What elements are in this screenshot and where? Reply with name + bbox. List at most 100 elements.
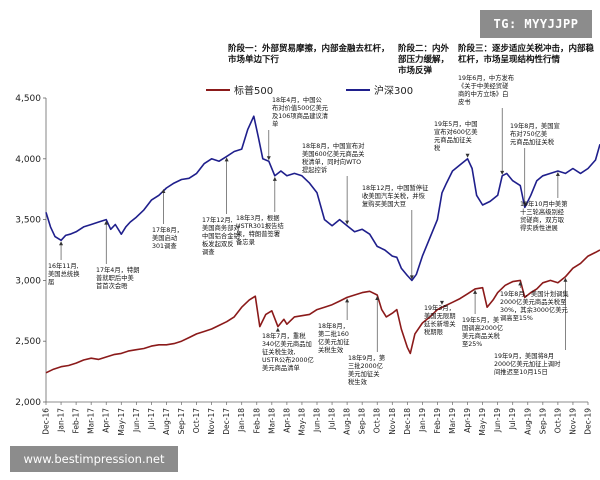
annotation-text: 30%，其余3000亿美元 (500, 305, 569, 314)
x-tick-label: May-18 (297, 408, 306, 436)
annotation-text: 调高至15% (500, 313, 533, 322)
x-tick-label: Dec-19 (584, 408, 593, 435)
y-tick-label: 3,500 (15, 216, 41, 226)
x-tick-label: Apr-17 (102, 408, 111, 433)
annotation-text: 税生效 (348, 377, 368, 386)
annotation-text: 关税生效 (318, 345, 344, 354)
annotation-arrowhead (518, 281, 523, 286)
annotation-text: 19年5月，中国 (434, 119, 478, 128)
x-tick-label: Oct-17 (192, 408, 201, 433)
x-tick-label: Nov-19 (568, 408, 577, 435)
x-tick-label: Aug-18 (343, 408, 352, 435)
annotation-arrowhead (473, 289, 478, 294)
annotation-text: 美国600亿美元商品关 (302, 149, 365, 158)
legend-swatch-sp500 (206, 88, 230, 91)
annotation-arrowhead (266, 156, 271, 161)
annotation-arrowhead (563, 277, 568, 282)
annotation-text: 17年12月, (202, 215, 233, 224)
annotation-text: 美国总统换 (48, 269, 80, 278)
x-tick-label: Feb-17 (72, 408, 81, 434)
annotation-text: 备忘录 (236, 237, 255, 246)
phase-3-label: 阶段三：逐步适应关税冲击，内部稳 杠杆，市场呈现结构性行情 (458, 44, 595, 65)
annotation-text: 美元商品清单 (262, 363, 300, 372)
series-line-sp500 (45, 249, 600, 374)
annotation-text: 果，特朗普签署 (236, 229, 280, 238)
annotation-arrowhead (409, 275, 414, 280)
annotation-text: 《关于中美经贸磋 (458, 81, 509, 90)
annotation-arrowhead (345, 298, 350, 303)
annotation-text: 商的中方立场》白 (458, 89, 508, 98)
annotation-text: 征关税生效, (262, 347, 296, 356)
annotation-text: 18年7月，重税 (262, 331, 306, 340)
phase-2-label: 阶段二：内外 部压力缓解， 市场反弹 (398, 44, 450, 76)
annotation-text: 19年8月，美国宣 (510, 121, 560, 130)
annotation-text: 18年3月，根据 (236, 213, 280, 222)
annotation-text: 皮书 (458, 97, 471, 106)
annotation-text: 18年9月，第 (348, 353, 385, 362)
annotation-text: 19年3月， (424, 303, 455, 312)
y-tick-label: 4,000 (15, 155, 41, 165)
y-tick-label: 2,500 (15, 337, 41, 347)
x-tick-label: Dec-17 (222, 408, 231, 435)
annotation-text: 16年11月, (48, 261, 79, 270)
annotation-text: 调查 (202, 247, 215, 256)
y-tick-label: 4,500 (15, 94, 41, 104)
annotation-text: 收美国汽车关税，并恢 (362, 191, 426, 200)
x-tick-label: Sep-18 (358, 408, 367, 435)
annotation-text: 18年8月，中国宣布对 (302, 141, 365, 150)
annotation-text: 第二批160 (318, 329, 349, 338)
x-tick-label: Oct-18 (373, 408, 382, 433)
annotation-text: 元商品加征关 (434, 135, 472, 144)
legend-series-1: 标普500 (206, 82, 273, 97)
annotation-text: 届 (48, 278, 54, 286)
annotation-text: 税 (434, 143, 441, 152)
annotation-text: 普就职后中美 (96, 273, 134, 282)
annotation-text: 税期限 (424, 327, 444, 336)
y-tick-label: 3,000 (15, 276, 41, 286)
annotation-text: 17年8月， (152, 225, 183, 234)
x-tick-label: Feb-18 (252, 408, 261, 434)
annotation-text: 宣布对600亿美 (434, 127, 478, 136)
annotation-text: 19年10月中美第 (520, 199, 568, 208)
x-tick-label: Aug-19 (523, 408, 532, 435)
annotation-text: 340亿美元商品加 (262, 339, 312, 348)
annotation-text: 中国铝合金铝 (202, 231, 240, 240)
annotation-text: 延长新增关 (424, 319, 456, 328)
x-tick-label: May-17 (117, 408, 126, 436)
annotation-text: 首首次会晤 (96, 281, 128, 290)
annotation-arrowhead (345, 220, 350, 225)
annotation-arrowhead (465, 153, 470, 158)
annotation-text: 2000亿美元商品关税至 (500, 297, 566, 306)
x-tick-label: Mar-18 (267, 408, 276, 434)
x-tick-label: Nov-18 (388, 408, 397, 435)
annotation-text: 19年6月，中方发布 (458, 73, 514, 82)
annotation-text: 美元加征关 (348, 369, 380, 378)
x-tick-label: Nov-17 (207, 408, 216, 435)
annotation-text: USTR301报告结 (236, 221, 284, 230)
annotation-arrowhead (224, 157, 229, 162)
annotation-17: 19年8月，美国计划调集2000亿美元商品关税至30%，其余3000亿美元调高至… (500, 281, 569, 322)
phase-1-label: 阶段一：外部贸易摩擦，内部金融去杠杆， 市场单边下行 (228, 44, 390, 65)
annotation-text: 单 (272, 119, 278, 128)
annotation-arrowhead (522, 202, 527, 207)
annotation-text: 及106项商品建议清 (272, 111, 328, 120)
x-tick-label: Jun-19 (493, 408, 502, 433)
watermark-top: TG: MYYJJPP (480, 10, 592, 38)
x-tick-label: Jan-19 (418, 408, 427, 433)
annotation-arrowhead (439, 300, 444, 305)
